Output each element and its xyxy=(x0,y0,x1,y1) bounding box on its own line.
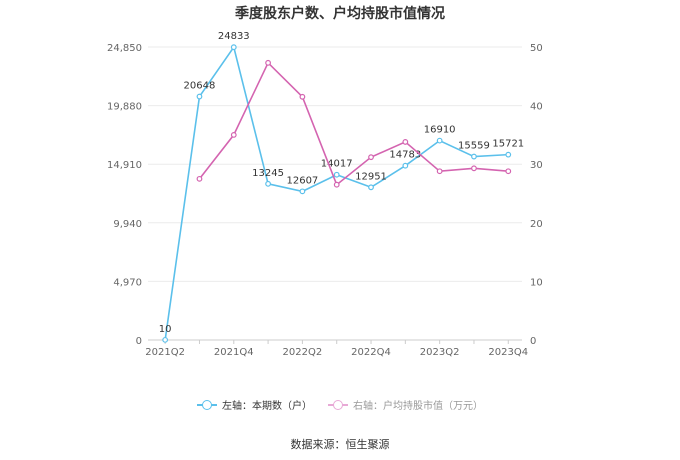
left-axis-tick-label: 24,850 xyxy=(107,43,142,54)
right-axis-tick-label: 20 xyxy=(530,219,543,230)
data-point-households xyxy=(505,151,512,158)
series-line-avg-value xyxy=(198,61,509,187)
data-point-avg-value xyxy=(196,175,203,182)
chart-title: 季度股东户数、户均持股市值情况 xyxy=(235,6,445,22)
data-label: 10 xyxy=(159,324,172,335)
legend-label-avg-value: 右轴：户均持股市值（万元） xyxy=(353,401,483,412)
legend-item-households[interactable]: 左轴：本期数（户） xyxy=(197,397,312,412)
data-point-households xyxy=(402,162,409,169)
x-axis-tick-label: 2022Q4 xyxy=(351,347,391,358)
data-point-households xyxy=(471,153,477,160)
data-label: 13245 xyxy=(252,168,284,179)
x-axis-tick-label: 2022Q2 xyxy=(283,347,323,358)
right-axis-tick-label: 50 xyxy=(530,43,543,54)
data-point-households xyxy=(368,184,374,191)
data-point-avg-value xyxy=(230,131,237,138)
data-point-households xyxy=(196,93,203,100)
left-axis-tick-label: 9,940 xyxy=(113,219,142,230)
data-point-avg-value xyxy=(436,168,443,175)
data-point-avg-value xyxy=(333,181,340,188)
x-axis-tick-label: 2021Q2 xyxy=(145,347,185,358)
data-point-avg-value xyxy=(402,139,409,145)
series-line-households xyxy=(164,45,509,340)
data-point-avg-value xyxy=(471,165,477,172)
data-point-households xyxy=(230,44,237,51)
left-axis-tick-label: 14,910 xyxy=(107,160,142,171)
right-axis-tick-label: 10 xyxy=(530,277,543,288)
legend-item-avg-value[interactable]: 右轴：户均持股市值（万元） xyxy=(328,397,483,412)
data-point-avg-value xyxy=(368,154,374,161)
data-label: 14783 xyxy=(389,150,421,161)
chart-legend: 左轴：本期数（户） 右轴：户均持股市值（万元） xyxy=(0,397,680,412)
legend-line-marker-icon xyxy=(197,399,217,410)
data-label: 15559 xyxy=(458,141,490,152)
data-point-avg-value xyxy=(299,93,306,100)
data-label: 12607 xyxy=(286,175,318,186)
x-axis-tick-label: 2023Q4 xyxy=(488,347,528,358)
data-source: 数据来源：恒生聚源 xyxy=(290,438,390,451)
data-point-households xyxy=(265,180,271,187)
data-label: 14017 xyxy=(321,159,353,170)
right-axis-tick-label: 40 xyxy=(530,102,543,113)
right-axis-tick-label: 30 xyxy=(530,160,543,171)
right-axis-tick-label: 0 xyxy=(530,336,536,347)
data-point-households xyxy=(299,188,306,195)
left-axis-tick-label: 0 xyxy=(136,336,142,347)
left-axis-tick-label: 4,970 xyxy=(113,277,142,288)
x-axis-tick-label: 2023Q2 xyxy=(420,347,460,358)
data-point-households xyxy=(436,137,443,144)
legend-label-households: 左轴：本期数（户） xyxy=(222,401,312,412)
data-point-households xyxy=(162,336,169,343)
x-axis-tick-label: 2021Q4 xyxy=(214,347,254,358)
data-point-avg-value xyxy=(505,168,512,175)
legend-line-marker-icon xyxy=(328,399,348,410)
data-point-households xyxy=(333,171,340,178)
data-label: 24833 xyxy=(218,31,250,42)
left-axis-tick-label: 19,880 xyxy=(107,102,142,113)
data-label: 16910 xyxy=(424,125,456,136)
data-label: 12951 xyxy=(355,171,387,182)
data-point-avg-value xyxy=(265,59,271,66)
data-label: 15721 xyxy=(492,139,524,150)
data-label: 20648 xyxy=(184,81,216,92)
